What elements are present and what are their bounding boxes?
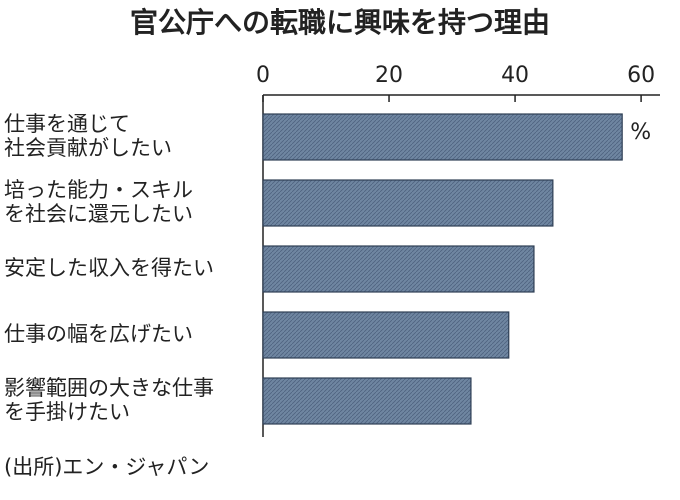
x-tick-label: 60	[627, 63, 655, 88]
x-tick-label: 0	[256, 63, 270, 88]
x-tick-label: 20	[375, 63, 403, 88]
y-tick-label: 影響範囲の大きな仕事を手掛けたい	[4, 376, 214, 424]
y-tick-label: 仕事を通じて社会貢献がしたい	[4, 112, 172, 160]
bar	[262, 113, 623, 161]
chart-title: 官公庁への転職に興味を持つ理由	[130, 6, 550, 39]
y-tick-label: 仕事の幅を広げたい	[4, 322, 193, 346]
x-tick-label: 40	[501, 63, 529, 88]
y-tick-label: 安定した収入を得たい	[4, 256, 214, 280]
bar	[262, 179, 554, 227]
bar	[262, 377, 472, 425]
unit-label: %	[630, 120, 651, 145]
source-note: (出所)エン・ジャパン	[4, 455, 209, 479]
bar	[262, 311, 510, 359]
bar	[262, 245, 535, 293]
y-tick-label: 培った能力・スキルを社会に還元したい	[4, 178, 193, 226]
